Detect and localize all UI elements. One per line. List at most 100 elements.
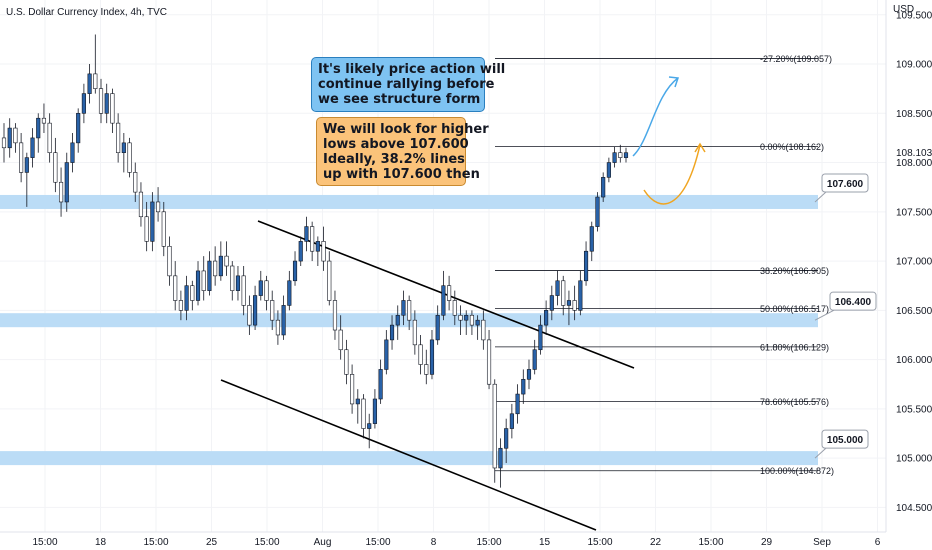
- candle-body: [36, 117, 41, 139]
- candle-body: [264, 280, 269, 301]
- candle-body: [76, 112, 81, 144]
- candle-body: [87, 73, 92, 94]
- fib-level-label: 38.20%(106.905): [760, 266, 829, 276]
- channel-lower-line[interactable]: [220, 379, 597, 531]
- candle-body: [1, 137, 7, 149]
- candle-body: [555, 280, 560, 296]
- candle-body: [167, 245, 172, 277]
- candle-body: [224, 255, 229, 267]
- candle-body: [344, 349, 349, 375]
- candle-body: [504, 428, 509, 449]
- candle-body: [253, 295, 258, 326]
- candle-body: [578, 280, 583, 311]
- candle-body: [81, 93, 86, 114]
- candle-body: [538, 324, 543, 351]
- candle-body: [447, 285, 452, 301]
- candle-body: [230, 265, 235, 291]
- fib-level-label: 61.80%(106.129): [760, 342, 829, 352]
- candle-body: [355, 398, 360, 405]
- time-tick-label: 15:00: [254, 537, 279, 548]
- blue-note-line: It's likely price action will: [318, 62, 506, 77]
- candle-body: [515, 393, 520, 415]
- candle-body: [606, 162, 611, 178]
- candle-body: [526, 369, 532, 380]
- zone-label-box: [821, 173, 869, 193]
- price-tick-label: 107.500: [896, 207, 932, 218]
- candle-body: [161, 211, 166, 247]
- fib-level-label: 50.00%(106.517): [760, 304, 829, 314]
- zone-label-text: 107.600: [827, 179, 864, 190]
- channel-upper-line[interactable]: [257, 220, 635, 369]
- candle-body: [70, 142, 75, 163]
- zone-label-text: 105.000: [827, 435, 864, 446]
- time-tick-label: 15: [539, 537, 551, 548]
- price-tick-label: 104.500: [896, 503, 932, 514]
- candle-body: [389, 324, 395, 341]
- blue-projection-arrow[interactable]: [632, 77, 679, 157]
- candle-body: [218, 255, 223, 277]
- time-tick-label: 15:00: [143, 537, 168, 548]
- candle-body: [241, 275, 246, 306]
- candle-body: [213, 260, 218, 277]
- price-axis[interactable]: 109.500 109.000 108.500 108.000 107.500 107.0…: [896, 10, 932, 514]
- candle-body: [310, 226, 315, 252]
- candle-body: [156, 201, 161, 213]
- blue-note-line: we see structure form: [318, 92, 481, 107]
- candle-body: [195, 270, 201, 301]
- candle-body: [24, 157, 29, 173]
- projection-arrows[interactable]: [632, 76, 706, 205]
- time-tick-label: 15:00: [32, 537, 57, 548]
- candle-body: [544, 310, 549, 326]
- candle-body: [350, 374, 355, 405]
- candle-body: [623, 152, 629, 158]
- candle-body: [601, 177, 606, 198]
- candle-body: [384, 339, 389, 370]
- candle-body: [104, 93, 109, 114]
- candle-body: [464, 314, 469, 321]
- candle-body: [235, 275, 241, 291]
- candle-body: [492, 383, 497, 469]
- support-zone-band[interactable]: [0, 451, 818, 466]
- fib-level-label: 0.00%(108.162): [760, 142, 824, 152]
- orange-note-line: We will look for higher: [323, 122, 489, 137]
- candle-body: [561, 280, 566, 306]
- blue-arrowhead: [668, 76, 680, 88]
- candle-body: [64, 162, 69, 203]
- candle-body: [150, 201, 155, 242]
- zone-label-box: [821, 429, 869, 449]
- price-tick-label: 106.000: [896, 355, 932, 366]
- zone-label-text: 106.400: [835, 297, 872, 308]
- currency-label: USD: [893, 4, 914, 15]
- orange-annotation-note[interactable]: We will look for higher lows above 107.6…: [316, 117, 489, 186]
- orange-note-line: Ideally, 38.2% lines: [323, 152, 465, 167]
- candle-body: [178, 300, 183, 311]
- candle-body: [116, 122, 121, 154]
- support-zone-band[interactable]: [0, 194, 818, 209]
- candle-body: [287, 280, 292, 306]
- price-tick-label: 108.000: [896, 158, 932, 169]
- price-tick-label: 106.500: [896, 306, 932, 317]
- candle-body: [298, 241, 303, 262]
- candle-body: [258, 280, 263, 296]
- time-axis[interactable]: 15:00 18 15:00 25 15:00 Aug 15:00 8 15:00 15 15:00…: [32, 537, 880, 548]
- candle-body: [407, 300, 412, 321]
- zone-labels: 107.600 106.400 105.000: [814, 173, 877, 459]
- candle-body: [509, 413, 514, 429]
- candle-body: [458, 314, 463, 321]
- price-tick-label: 108.500: [896, 109, 932, 120]
- price-tick-label: 105.500: [896, 404, 932, 415]
- blue-annotation-note[interactable]: It's likely price action will continue r…: [311, 57, 506, 112]
- orange-arrowhead: [694, 142, 706, 153]
- orange-projection-arrow[interactable]: [643, 144, 701, 205]
- candle-body: [327, 260, 332, 301]
- descending-channel[interactable]: [220, 220, 635, 531]
- zone-label-connector: [814, 191, 827, 203]
- candle-body: [93, 73, 98, 89]
- fibonacci-retracement[interactable]: -27.20%(109.057) 0.00%(108.162) 38.20%(106…: [495, 54, 834, 476]
- candle-body: [275, 319, 280, 336]
- candle-body: [121, 142, 126, 154]
- candle-body: [98, 88, 104, 114]
- candle-body: [110, 93, 115, 124]
